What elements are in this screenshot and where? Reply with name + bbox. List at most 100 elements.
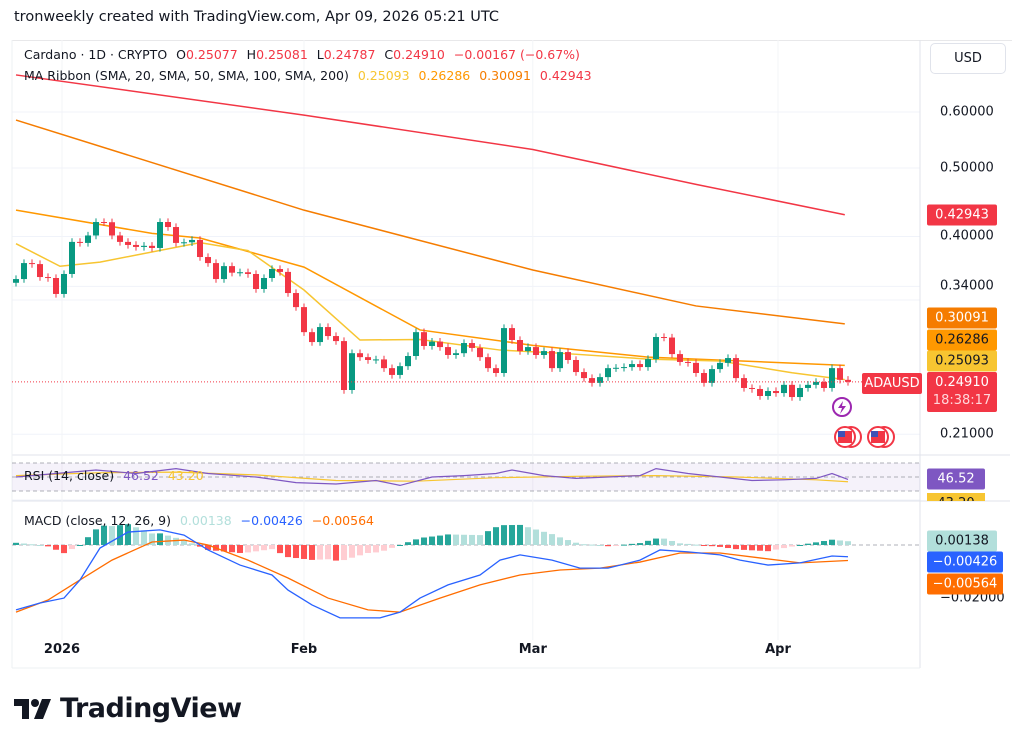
macd-histogram-bar: [109, 526, 115, 545]
macd-name[interactable]: MACD (close, 12, 26, 9): [24, 513, 171, 528]
candle-up: [93, 222, 99, 236]
rsi-name[interactable]: RSI (14, close): [24, 468, 115, 483]
macd-histogram-bar: [717, 545, 723, 547]
tradingview-logo-icon: [14, 698, 51, 719]
price-axis-label: 0.40000: [940, 228, 994, 244]
candle-up: [413, 332, 419, 357]
macd-histogram-bar: [341, 545, 347, 561]
candle-up: [765, 391, 771, 396]
symbol-name[interactable]: Cardano · 1D · CRYPTO: [24, 47, 168, 62]
candle-down: [173, 227, 179, 243]
rsi-price-tag: 46.52: [927, 468, 985, 490]
macd-histogram-bar: [229, 545, 235, 553]
macd-histogram-bar: [629, 543, 635, 545]
macd-histogram-bar: [165, 535, 171, 545]
candle-down: [333, 336, 339, 342]
macd-hist-tag: 0.00138: [927, 530, 997, 552]
last-price-tag: 0.24910 18:38:17: [927, 372, 997, 412]
price-axis-label: 0.60000: [940, 104, 994, 120]
macd-histogram-bar: [373, 545, 379, 553]
macd-histogram-bar: [453, 534, 459, 545]
candle-down: [469, 343, 475, 348]
macd-line-value: −0.00426: [240, 513, 303, 528]
candle-down: [749, 387, 755, 389]
candle-up: [373, 359, 379, 361]
macd-histogram-bar: [533, 529, 539, 545]
candle-up: [317, 327, 323, 343]
macd-signal-line: [15, 539, 849, 613]
ohlc-open: O0.25077: [176, 47, 238, 62]
macd-histogram-bar: [381, 545, 387, 551]
macd-histogram-bar: [821, 541, 827, 545]
macd-histogram-bar: [797, 545, 803, 546]
ohlc-high: H0.25081: [247, 47, 308, 62]
time-axis-label: Mar: [518, 642, 547, 657]
macd-histogram-bar: [741, 545, 747, 550]
macd-histogram-bar: [597, 545, 603, 546]
sma50-price-tag: 0.26286: [927, 329, 997, 351]
candle-up: [813, 381, 819, 385]
symbol-tag: ADAUSD: [862, 373, 922, 394]
macd-histogram-bar: [509, 525, 515, 545]
change-value: −0.00167 (−0.67%): [453, 47, 580, 62]
candle-down: [37, 264, 43, 278]
sma20-line: [15, 241, 845, 381]
macd-histogram-bar: [61, 545, 67, 554]
candle-up: [61, 273, 67, 294]
candle-up: [613, 367, 619, 369]
macd-histogram-bar: [613, 545, 619, 546]
candle-up: [829, 368, 835, 388]
candle-down: [389, 368, 395, 375]
sma20-price-tag: 0.25093: [927, 350, 997, 372]
macd-histogram-bar: [653, 538, 659, 545]
macd-histogram-bar: [29, 544, 35, 546]
rsi-ma-tag-clip: 43.20: [927, 493, 985, 501]
candle-down: [109, 222, 115, 236]
macd-histogram-bar: [133, 527, 139, 545]
macd-histogram-bar: [493, 527, 499, 545]
candle-down: [757, 388, 763, 396]
macd-histogram-bar: [637, 543, 643, 545]
macd-histogram-bar: [421, 537, 427, 545]
macd-histogram-bar: [413, 539, 419, 545]
candle-down: [733, 358, 739, 379]
macd-histogram-bar: [837, 540, 843, 545]
sma200-line: [15, 74, 845, 216]
macd-histogram-bar: [397, 545, 403, 546]
macd-histogram-bar: [757, 545, 763, 551]
macd-line-tag: −0.00426: [927, 551, 1003, 573]
candle-up: [645, 359, 651, 368]
macd-histogram-bar: [501, 525, 507, 545]
close-label: C: [384, 47, 394, 62]
candle-down: [789, 384, 795, 398]
macd-histogram-bar: [269, 545, 275, 550]
macd-histogram-bar: [773, 545, 779, 550]
macd-histogram-bar: [277, 545, 283, 554]
candle-up: [221, 266, 227, 280]
macd-histogram-bar: [21, 543, 27, 545]
macd-histogram-bar: [557, 537, 563, 545]
candle-down: [277, 268, 283, 272]
macd-histogram-bar: [445, 534, 451, 545]
candle-up: [717, 362, 723, 370]
macd-signal-value: −0.00564: [311, 513, 374, 528]
candle-up: [141, 245, 147, 247]
candle-down: [677, 354, 683, 362]
candle-up: [597, 377, 603, 383]
ma-ribbon-name[interactable]: MA Ribbon (SMA, 20, SMA, 50, SMA, 100, S…: [24, 68, 349, 83]
bar-countdown: 18:38:17: [932, 393, 992, 408]
sma200-price-tag: 0.42943: [927, 204, 997, 226]
ohlc-close: C0.24910: [384, 47, 444, 62]
currency-button[interactable]: USD: [930, 43, 1006, 74]
candle-down: [845, 379, 851, 382]
price-axis-label: 0.21000: [940, 426, 994, 442]
macd-histogram-bar: [549, 534, 555, 545]
macd-histogram-bar: [221, 545, 227, 552]
macd-histogram-bar: [541, 531, 547, 545]
macd-histogram-bar: [661, 538, 667, 545]
candle-down: [485, 357, 491, 369]
tradingview-logo[interactable]: TradingView: [14, 693, 242, 724]
candle-up: [69, 241, 75, 274]
macd-histogram-bar: [685, 543, 691, 545]
